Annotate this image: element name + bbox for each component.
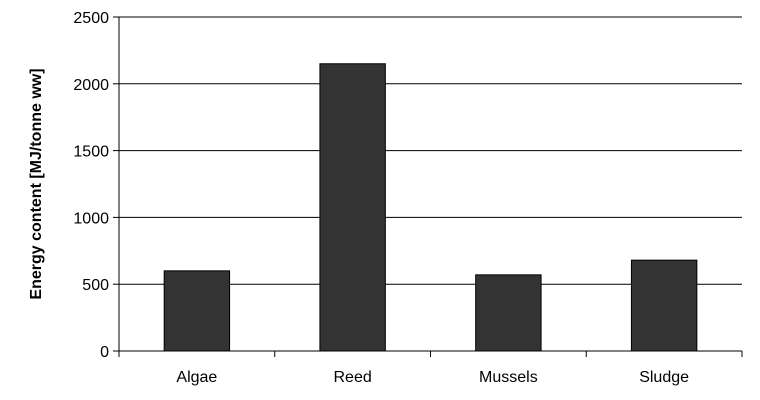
bars: [163, 63, 698, 352]
x-tick-label: Sludge: [639, 369, 689, 386]
x-tick-label: Algae: [176, 369, 217, 386]
y-tick-label: 2000: [73, 77, 109, 94]
x-tick-label: Reed: [334, 369, 372, 386]
x-tick-label: Mussels: [479, 369, 538, 386]
axes: [113, 16, 743, 357]
y-tick-label: 1000: [73, 210, 109, 227]
y-tick-label: 1500: [73, 144, 109, 161]
bar-mussels: [475, 274, 542, 352]
y-tick-label: 0: [100, 344, 109, 361]
gridlines: [119, 16, 742, 285]
y-axis-title: Energy content [MJ/tonne ww]: [28, 68, 45, 299]
y-tick-label: 2500: [73, 10, 109, 27]
bar-algae: [163, 270, 231, 352]
bar-reed: [319, 63, 386, 352]
tick-labels: 0 500 1000 1500 2000 2500 Algae Reed Mussels Slud…: [73, 10, 689, 386]
y-tick-label: 500: [82, 277, 109, 294]
bar-sludge: [630, 259, 698, 352]
